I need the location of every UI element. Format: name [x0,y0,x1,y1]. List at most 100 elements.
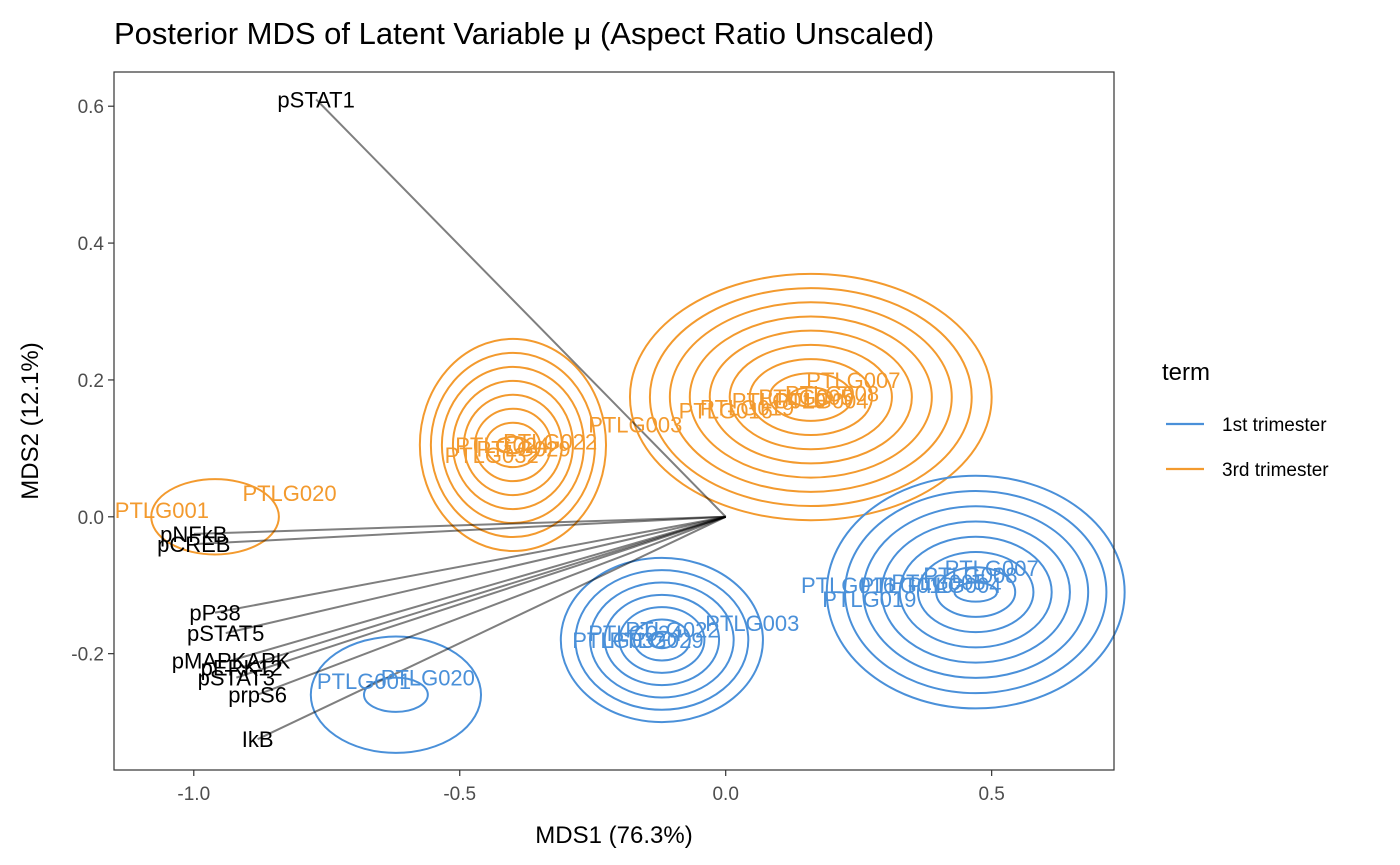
density-contour-line [150,478,280,556]
legend: term 1st trimester 3rd trimester [1162,359,1329,481]
density-contour-line [574,569,750,711]
y-axis: -0.2 0.0 0.2 0.4 0.6 [71,97,114,666]
x-axis-title: MDS1 (76.3%) [535,822,692,849]
loading-label: pCREB [157,532,230,557]
sample-point-label: PTLG010 [859,573,953,598]
loading-label: pSTAT5 [187,621,264,646]
sample-point-label: PTLG008 [785,382,879,407]
density-contour-line [916,550,1035,634]
sample-point-label: PTLG019 [700,395,794,420]
y-tick-label: 0.0 [78,508,104,529]
density-contour-line [748,358,873,437]
density-contour-line [473,407,552,483]
density-contour-line [484,421,541,469]
density-contour-line [632,618,691,662]
density-contour-line [309,635,483,754]
sample-point-label: PTLG032 [572,628,666,653]
loading-vector [230,515,726,662]
x-axis: -1.0 -0.5 0.0 0.5 [177,770,1005,805]
density-contour-line [898,535,1053,649]
loading-vector [236,515,727,679]
x-tick-label: 0.0 [712,784,738,805]
density-contour-line [668,301,953,493]
density-contour-line [589,581,735,699]
density-contour-line [462,393,563,497]
sample-point-label: PTLG016 [679,399,773,424]
density-contour-line [647,630,677,650]
loading-vector [241,515,726,669]
loading-label: IkB [242,727,274,752]
density-contour-line [880,520,1071,664]
loading-vector [315,98,727,518]
sample-point-label: PTLG016 [801,573,895,598]
sample-point-label: PTLG032 [445,443,539,468]
y-tick-label: 0.4 [78,234,105,255]
density-contour-line [728,343,893,451]
density-contour-line [688,315,933,479]
density-contour-line [628,272,993,522]
density-contour-line [935,566,1017,618]
sample-point-label: PTLG003 [588,412,682,437]
sample-point-label: PTLG010 [732,388,826,413]
sample-point-label: PTLG004 [907,573,1001,598]
loading-vectors: pSTAT1pNFkBpCREBpP38pSTAT5pMAPKAPKpERK12… [157,87,727,752]
sample-point-label: PTLG005 [758,385,852,410]
loading-vector [193,515,726,546]
sample-point-label: PTLG019 [822,587,916,612]
loading-label: pSTAT3 [198,666,275,691]
sample-point-label: PTLG020 [242,481,336,506]
sample-point-label: PTLG008 [923,563,1017,588]
density-contour-line [603,593,721,687]
density-contour-line [618,606,706,674]
sample-point-label: PTLG001 [317,669,411,694]
y-tick-label: -0.2 [71,645,104,666]
sample-point-label: PTLG007 [945,556,1039,581]
density-contour-line [429,351,597,539]
sample-point-label: PTLG004 [774,388,868,413]
density-contour-line [862,505,1090,679]
density-contour-line [451,379,574,511]
plot-panel-border [113,71,1115,771]
density-contour-line [708,329,913,465]
y-axis-title: MDS2 (12.1%) [17,342,44,499]
sample-point-label: PTLG029 [609,628,703,653]
density-contour-line [363,676,429,713]
legend-entry-label: 1st trimester [1222,415,1327,436]
density-contour-line [559,556,764,724]
legend-title: term [1162,359,1210,386]
density-contour-line [953,581,998,603]
sample-point-label: PTLG029 [476,436,570,461]
loading-label: pP38 [189,601,240,626]
density-contour-line [844,489,1108,695]
legend-entry-label: 3rd trimester [1222,460,1329,481]
loading-vector [225,515,726,635]
loading-label: pSTAT1 [277,87,354,112]
density-contours [150,272,1126,754]
density-contour-line [648,287,973,508]
loading-vector [257,515,727,696]
sample-point-label: PTLG020 [381,666,475,691]
y-tick-label: 0.6 [78,97,104,118]
density-contour-line [495,435,530,455]
sample-point-label: PTLG024 [588,621,682,646]
chart-title: Posterior MDS of Latent Variable μ (Aspe… [114,16,934,51]
loading-label: pMAPKAPK [172,649,291,674]
loading-label: prpS6 [228,683,287,708]
sample-point-label: PTLG001 [115,498,209,523]
sample-point-label: PTLG007 [806,368,900,393]
loading-vector [214,515,726,614]
loading-vector [193,515,726,535]
sample-labels: PTLG001PTLG020PTLG032PTLG024PTLG029PTLG0… [115,368,1039,694]
sample-point-label: PTLG022 [625,618,719,643]
x-tick-label: 0.5 [978,784,1004,805]
density-contour-line [825,474,1126,710]
sample-point-label: PTLG003 [705,611,799,636]
density-contour-line [418,337,608,553]
density-contour-line [788,386,834,408]
density-contour-line [768,372,854,422]
loading-vector [257,515,727,741]
sample-point-label: PTLG022 [503,430,597,455]
x-tick-label: -1.0 [177,784,210,805]
y-tick-label: 0.2 [78,371,104,392]
